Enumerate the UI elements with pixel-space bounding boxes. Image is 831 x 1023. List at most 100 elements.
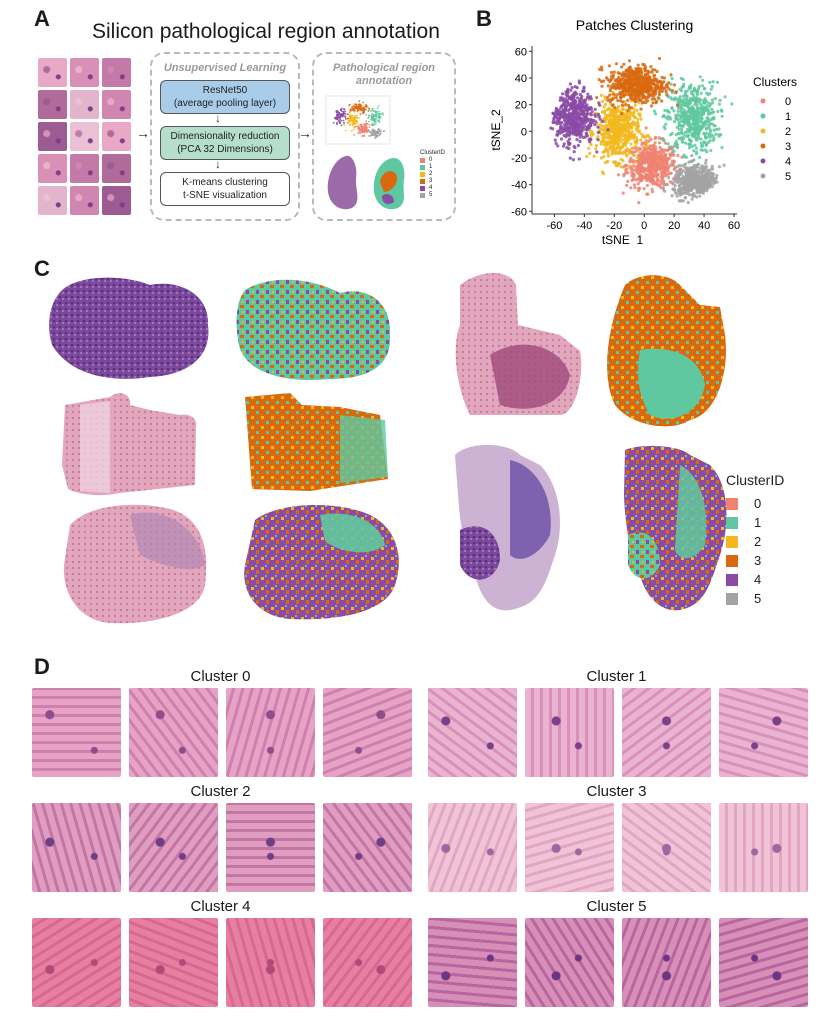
- scatter-point: [704, 173, 708, 177]
- scatter-point: [615, 141, 619, 145]
- scatter-point: [645, 144, 649, 148]
- scatter-point: [620, 124, 624, 128]
- scatter-point: [651, 178, 655, 183]
- scatter-point: [643, 135, 648, 139]
- scatter-point: [572, 116, 576, 120]
- scatter-point: [717, 127, 721, 131]
- scatter-point: [559, 96, 563, 100]
- scatter-point: [565, 146, 569, 150]
- scatter-point: [368, 124, 371, 126]
- patch-tile: [102, 58, 131, 87]
- mini-scatter-frame: [325, 95, 391, 145]
- scatter-point: [585, 154, 589, 159]
- scatter-point: [614, 82, 618, 86]
- scatter-series-1: [652, 75, 734, 191]
- scatter-point: [675, 103, 679, 107]
- scatter-point: [655, 157, 659, 161]
- scatter-point: [677, 199, 681, 203]
- scatter-point: [660, 99, 664, 103]
- scatter-point: [622, 79, 626, 83]
- scatter-point: [630, 76, 634, 80]
- scatter-point: [672, 144, 676, 148]
- scatter-point: [351, 122, 354, 125]
- scatter-point: [650, 187, 654, 191]
- scatter-point: [639, 117, 643, 121]
- scatter-point: [651, 82, 655, 86]
- scatter-point: [351, 106, 353, 108]
- scatter-point: [367, 116, 370, 119]
- scatter-point: [708, 179, 712, 183]
- scatter-point: [376, 119, 379, 122]
- scatter-point: [713, 179, 717, 183]
- patch-tile: [70, 122, 99, 151]
- scatter-point: [688, 193, 692, 197]
- scatter-point: [553, 138, 557, 142]
- scatter-point: [363, 108, 366, 110]
- scatter-point: [655, 182, 659, 186]
- scatter-point: [681, 136, 685, 140]
- scatter-point: [551, 111, 555, 115]
- scatter-point: [687, 143, 691, 147]
- clusterid-legend-title: ClusterID: [726, 472, 785, 488]
- scatter-point: [616, 144, 620, 148]
- scatter-point: [576, 143, 580, 148]
- scatter-point: [589, 113, 593, 117]
- scatter-point: [554, 109, 558, 113]
- scatter-point: [683, 118, 687, 122]
- scatter-point: [343, 123, 346, 126]
- scatter-point: [694, 152, 699, 156]
- scatter-point: [691, 194, 695, 198]
- mini-scatter-thumbnail: [325, 95, 391, 145]
- scatter-point: [674, 191, 678, 195]
- scatter-point: [602, 105, 606, 109]
- scatter-point: [640, 155, 644, 159]
- scatter-point: [356, 108, 359, 110]
- scatter-point: [716, 109, 720, 114]
- scatter-point: [653, 145, 657, 149]
- scatter-point: [715, 80, 720, 84]
- scatter-point: [638, 165, 642, 169]
- scatter-point: [642, 187, 646, 191]
- scatter-point: [376, 130, 378, 133]
- scatter-point: [703, 135, 707, 139]
- scatter-point: [639, 68, 643, 72]
- scatter-point: [698, 155, 702, 159]
- scatter-point: [662, 161, 666, 165]
- scatter-point: [607, 64, 611, 68]
- scatter-point: [371, 131, 374, 133]
- scatter-point: [636, 167, 640, 172]
- scatter-point: [606, 84, 610, 88]
- scatter-point: [374, 131, 376, 134]
- scatter-point: [600, 65, 604, 69]
- scatter-point: [654, 147, 658, 151]
- scatter-point: [709, 148, 713, 153]
- scatter-point: [377, 132, 380, 135]
- scatter-point: [362, 108, 365, 110]
- scatter-point: [624, 136, 628, 140]
- patch-tile: [38, 186, 67, 215]
- scatter-point: [349, 117, 351, 120]
- scatter-point: [354, 116, 356, 119]
- patch-tile-grid: [38, 58, 132, 215]
- legend-label: 3: [785, 141, 791, 153]
- scatter-point: [671, 150, 675, 154]
- scatter-point: [349, 109, 352, 112]
- scatter-point: [621, 73, 625, 77]
- scatter-point: [335, 116, 338, 119]
- scatter-point: [636, 68, 640, 72]
- scatter-point: [596, 135, 600, 139]
- scatter-point: [355, 106, 358, 108]
- scatter-point: [613, 115, 617, 119]
- scatter-point: [655, 99, 659, 103]
- scatter-point: [636, 117, 640, 122]
- scatter-point: [698, 75, 702, 79]
- scatter-point: [620, 103, 624, 107]
- scatter-point: [666, 109, 670, 113]
- scatter-point: [351, 124, 354, 127]
- scatter-point: [642, 63, 646, 67]
- x-tick-label: -60: [546, 220, 562, 232]
- histology-tile: [32, 688, 121, 777]
- scatter-point: [679, 108, 683, 112]
- scatter-point: [662, 114, 666, 118]
- patch-tile: [70, 90, 99, 119]
